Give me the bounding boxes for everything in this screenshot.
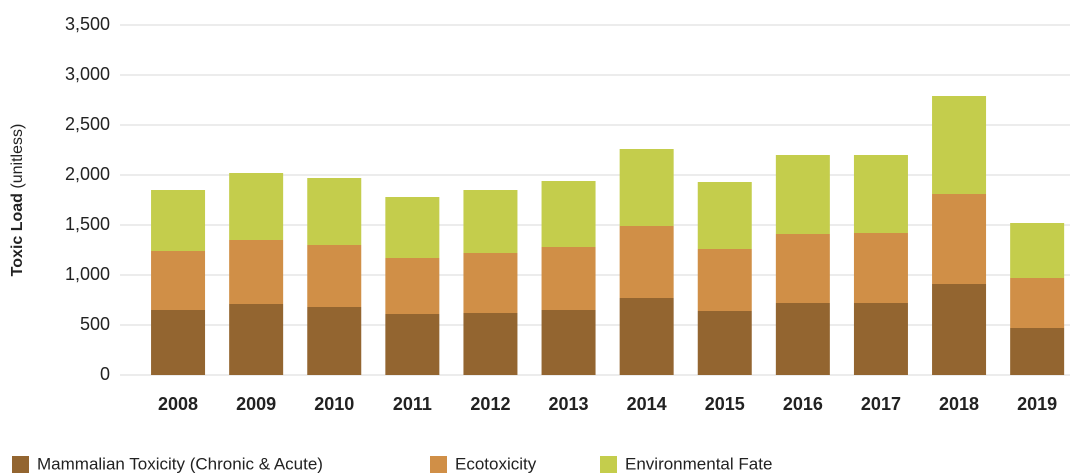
x-tick-label: 2010 — [314, 394, 354, 414]
y-axis-label: Toxic Load (unitless) — [9, 124, 26, 277]
bar-segment — [853, 155, 908, 233]
y-label-main: Toxic Load — [9, 193, 26, 276]
legend-swatch — [430, 456, 447, 473]
bar-segment — [541, 247, 596, 310]
x-tick-label: 2009 — [236, 394, 276, 414]
y-tick-label: 2,000 — [65, 164, 110, 184]
y-tick-label: 0 — [100, 364, 110, 384]
bar-segment — [697, 182, 752, 249]
bar-segment — [1010, 328, 1065, 375]
y-tick-label: 3,000 — [65, 64, 110, 84]
bar-segment — [932, 194, 987, 284]
x-tick-label: 2018 — [939, 394, 979, 414]
x-tick-label: 2014 — [627, 394, 667, 414]
bar-segment — [932, 96, 987, 194]
bar-segment — [151, 251, 206, 310]
x-tick-label: 2016 — [783, 394, 823, 414]
bar-segment — [385, 314, 440, 375]
bar-segment — [853, 233, 908, 303]
bar-segment — [619, 298, 674, 375]
bar-segment — [619, 149, 674, 226]
x-tick-label: 2013 — [549, 394, 589, 414]
bar-segment — [463, 253, 518, 313]
bar-segment — [307, 245, 362, 307]
bar-segment — [775, 234, 830, 303]
bar-segment — [619, 226, 674, 298]
x-tick-label: 2015 — [705, 394, 745, 414]
bar-segment — [307, 178, 362, 245]
bar-segment — [697, 311, 752, 375]
bar-segment — [1010, 278, 1065, 328]
bar-segment — [463, 190, 518, 253]
y-tick-label: 3,500 — [65, 14, 110, 34]
bar-segment — [1010, 223, 1065, 278]
y-tick-label: 1,000 — [65, 264, 110, 284]
x-tick-label: 2017 — [861, 394, 901, 414]
bar-segment — [385, 197, 440, 258]
y-tick-label: 1,500 — [65, 214, 110, 234]
bar-segment — [229, 240, 284, 304]
bar-segment — [463, 313, 518, 375]
y-tick-label: 500 — [80, 314, 110, 334]
x-tick-label: 2008 — [158, 394, 198, 414]
bar-segment — [385, 258, 440, 314]
bar-segment — [307, 307, 362, 375]
bar-segment — [151, 310, 206, 375]
legend-swatch — [12, 456, 29, 473]
legend-label: Environmental Fate — [625, 454, 772, 473]
bar-segment — [151, 190, 206, 251]
bar-segment — [853, 303, 908, 375]
bar-segment — [697, 249, 752, 311]
bar-segment — [775, 303, 830, 375]
legend-swatch — [600, 456, 617, 473]
x-tick-label: 2012 — [470, 394, 510, 414]
y-tick-label: 2,500 — [65, 114, 110, 134]
y-label-unit: (unitless) — [9, 124, 26, 189]
legend-label: Mammalian Toxicity (Chronic & Acute) — [37, 454, 323, 473]
bar-segment — [541, 181, 596, 247]
bar-segment — [775, 155, 830, 234]
bar-segment — [229, 173, 284, 240]
legend-label: Ecotoxicity — [455, 454, 537, 473]
x-tick-label: 2019 — [1017, 394, 1057, 414]
bar-segment — [541, 310, 596, 375]
bar-segment — [229, 304, 284, 375]
x-tick-label: 2011 — [393, 394, 432, 414]
bar-segment — [932, 284, 987, 375]
